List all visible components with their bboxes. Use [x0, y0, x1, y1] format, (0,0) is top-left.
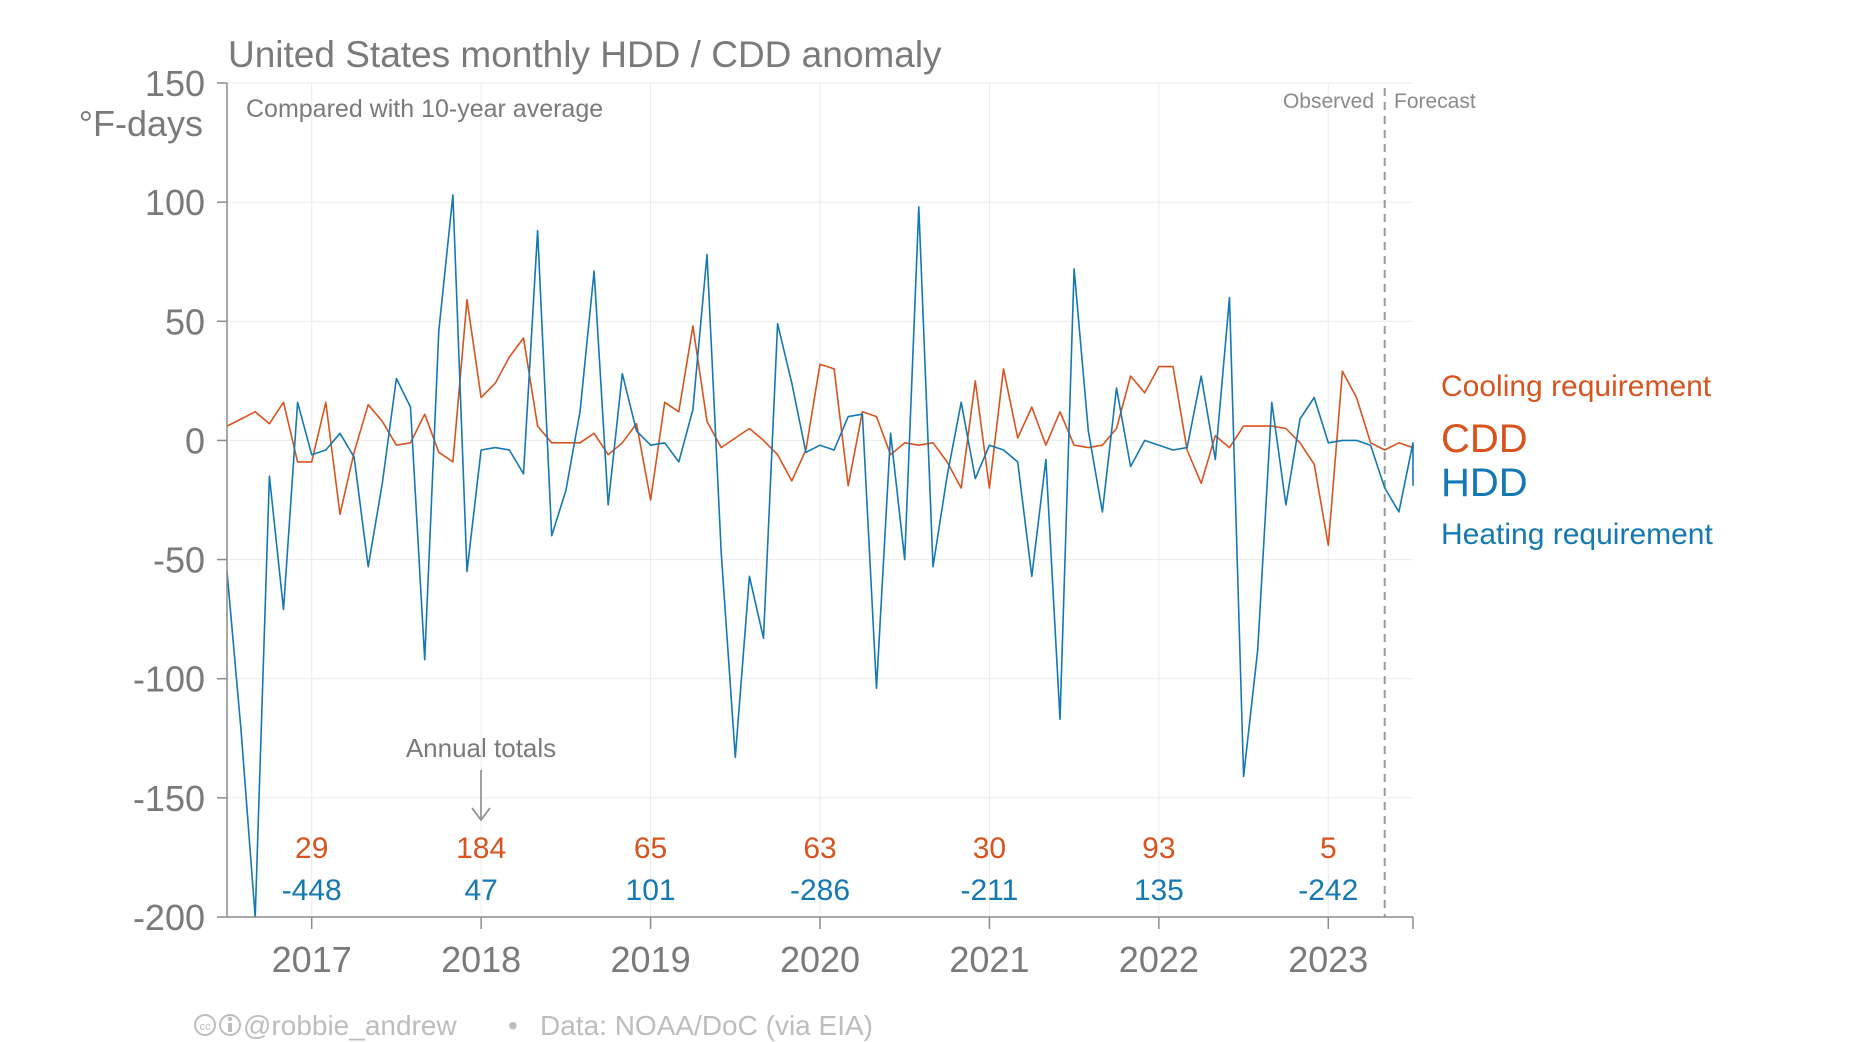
y-tick-label: -50 — [153, 540, 205, 581]
grid-lines — [227, 82, 1413, 918]
forecast-label: Forecast — [1394, 90, 1476, 113]
annual-total-hdd: -211 — [961, 874, 1019, 907]
observed-label: Observed — [1283, 90, 1374, 113]
annual-total-cdd: 184 — [456, 832, 506, 865]
y-tick-label: 50 — [165, 301, 205, 342]
y-tick-label: 150 — [145, 63, 205, 104]
axes: 150 100 50 0 -50 -100 -150 -200 2017 2018 2019 2020… — [133, 63, 1414, 980]
footer-source: Data: NOAA/DoC (via EIA) — [540, 1010, 873, 1041]
y-tick-label: 0 — [185, 420, 205, 461]
legend-hdd-title: HDD — [1441, 461, 1528, 505]
chart-subtitle: Compared with 10-year average — [246, 95, 603, 123]
footer-bullet: • — [508, 1010, 518, 1041]
annual-total-hdd: -286 — [790, 874, 850, 907]
annual-total-hdd: -448 — [282, 874, 342, 907]
annual-total-hdd: 47 — [464, 874, 497, 907]
annual-total-cdd: 29 — [295, 832, 328, 865]
annual-total-hdd: 101 — [626, 874, 676, 907]
x-tick-label: 2018 — [441, 939, 521, 980]
series-line-hdd — [226, 194, 1414, 918]
creative-commons-by-icon: cc — [194, 1014, 241, 1036]
x-tick-label: 2017 — [272, 939, 352, 980]
x-tick-label: 2021 — [949, 939, 1029, 980]
legend-cdd-desc: Cooling requirement — [1441, 370, 1712, 403]
footer-handle: @robbie_andrew — [243, 1010, 457, 1041]
x-tick-label: 2019 — [611, 939, 691, 980]
annual-total-hdd: 135 — [1134, 874, 1184, 907]
x-tick-label: 2020 — [780, 939, 860, 980]
annual-totals-label: Annual totals — [406, 733, 556, 763]
x-tick-label: 2022 — [1119, 939, 1199, 980]
annual-total-cdd: 65 — [634, 832, 667, 865]
annual-totals-arrow — [471, 770, 491, 822]
series-line-cdd — [226, 298, 1414, 547]
x-tick-label: 2023 — [1288, 939, 1368, 980]
annual-totals: 29 -448 184 47 65 101 63 -286 30 -211 93 135 5 -242 — [282, 832, 1359, 907]
annual-total-cdd: 30 — [973, 832, 1006, 865]
legend-hdd-desc: Heating requirement — [1441, 518, 1713, 551]
annual-total-hdd: -242 — [1298, 874, 1358, 907]
legend-cdd-title: CDD — [1441, 417, 1528, 461]
annual-total-cdd: 93 — [1142, 832, 1175, 865]
y-tick-label: 100 — [145, 182, 205, 223]
svg-text:cc: cc — [200, 1021, 212, 1033]
y-tick-label: -150 — [133, 778, 205, 819]
chart-title: United States monthly HDD / CDD anomaly — [228, 34, 942, 75]
y-tick-label: -100 — [133, 659, 205, 700]
y-axis-label: °F-days — [79, 103, 203, 144]
annual-total-cdd: 63 — [803, 832, 836, 865]
y-tick-label: -200 — [133, 897, 205, 938]
annual-total-cdd: 5 — [1320, 832, 1337, 865]
series-lines — [226, 194, 1414, 918]
